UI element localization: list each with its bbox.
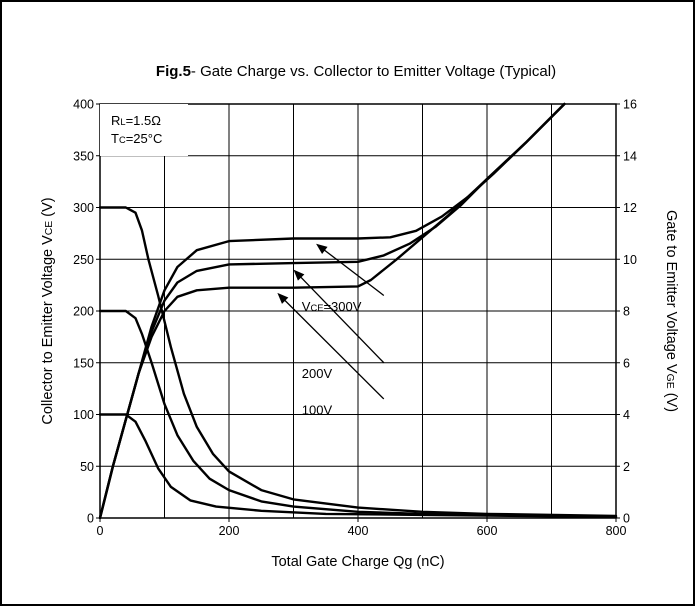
y-right-tick-label: 4 <box>623 408 630 422</box>
vce-curve-0 <box>98 206 618 518</box>
y-right-tick-label: 6 <box>623 356 630 370</box>
condition-label: RL=1.5Ω <box>111 113 161 128</box>
y-left-tick-label: 200 <box>73 305 94 319</box>
conditions-box <box>100 104 188 156</box>
y-right-tick-label: 0 <box>623 512 630 526</box>
x-tick-label: 800 <box>606 524 627 538</box>
y-right-tick-label: 16 <box>623 98 637 112</box>
y-left-tick-label: 400 <box>73 98 94 112</box>
y-left-tick-label: 50 <box>80 460 94 474</box>
annotation-label: VCE=300V <box>302 299 362 314</box>
y-left-tick-label: 350 <box>73 149 94 163</box>
x-tick-label: 600 <box>477 524 498 538</box>
annotation-arrowhead <box>316 243 328 254</box>
y-right-tick-label: 12 <box>623 201 637 215</box>
annotation-arrow-line <box>283 298 385 400</box>
y-left-tick-label: 250 <box>73 253 94 267</box>
y-left-tick-label: 150 <box>73 356 94 370</box>
annotation-arrowhead <box>293 269 305 281</box>
annotation-arrow-line <box>319 246 385 296</box>
annotation-label: 100V <box>302 402 333 417</box>
vce-curve-2 <box>98 413 618 519</box>
y-left-tick-label: 300 <box>73 201 94 215</box>
y-right-tick-label: 14 <box>623 149 637 163</box>
y-right-tick-label: 10 <box>623 253 637 267</box>
annotation-arrow-line <box>298 274 385 364</box>
y-left-tick-label: 100 <box>73 408 94 422</box>
annotation-label: 200V <box>302 366 333 381</box>
vce-curve-1 <box>98 309 618 519</box>
y-right-axis-label: Gate to Emitter Voltage VGE (V) <box>663 210 679 412</box>
y-left-tick-label: 0 <box>87 512 94 526</box>
x-tick-label: 0 <box>97 524 104 538</box>
chart-title: Fig.5- Gate Charge vs. Collector to Emit… <box>156 63 556 80</box>
y-right-tick-label: 2 <box>623 460 630 474</box>
x-tick-label: 400 <box>348 524 369 538</box>
condition-label: TC=25°C <box>111 131 162 146</box>
x-tick-label: 200 <box>219 524 240 538</box>
annotation-arrowhead <box>277 292 289 304</box>
y-left-axis-label: Collector to Emitter Voltage VCE (V) <box>40 197 56 424</box>
y-right-tick-label: 8 <box>623 305 630 319</box>
x-axis-label: Total Gate Charge Qg (nC) <box>271 554 444 570</box>
vge-curve-5 <box>98 102 566 520</box>
